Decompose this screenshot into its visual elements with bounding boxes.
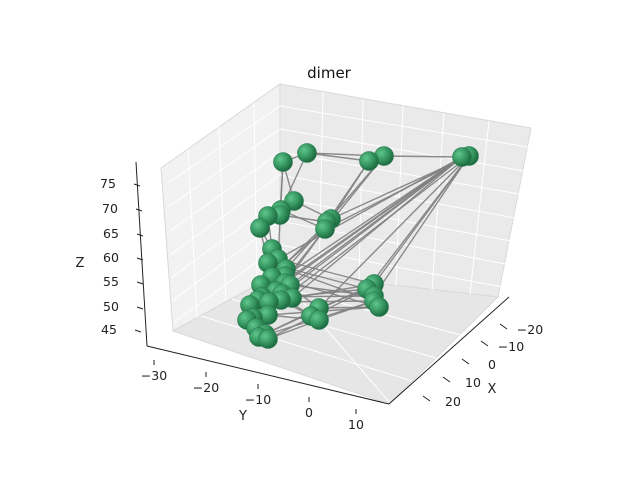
z-tick-label: 45 (101, 322, 117, 337)
z-tick-mark (136, 257, 144, 261)
x-tick-mark (480, 340, 489, 347)
z-tick-label: 50 (103, 299, 119, 314)
axis-lines (135, 161, 510, 405)
z-tick-mark (136, 306, 144, 310)
gridline (169, 151, 520, 232)
node-layer (237, 143, 479, 349)
atom-point (250, 218, 270, 238)
x-tick-mark (461, 358, 470, 365)
bond-edge (306, 152, 370, 162)
z-tick-mark (136, 281, 144, 285)
x-tick-label: −10 (498, 339, 524, 354)
atom-point (369, 297, 389, 317)
z-tick-mark (136, 233, 144, 237)
x-tick-mark (442, 376, 451, 383)
z-tick-label: 75 (100, 176, 116, 191)
gridline (253, 102, 258, 287)
bond-edge (291, 156, 463, 299)
gridline (395, 105, 404, 287)
z-axis-label: Z (76, 256, 85, 271)
x-tick-label: 0 (488, 357, 496, 372)
bond-edge (383, 155, 463, 158)
y-axis-label: Y (238, 409, 247, 424)
y-axis-line (146, 345, 390, 405)
x-axis-line (388, 296, 510, 405)
x-tick-mark (422, 395, 431, 402)
z-tick-label: 60 (103, 250, 119, 265)
z-axis-line (135, 161, 148, 347)
gridline (469, 120, 490, 295)
bond-edge (277, 258, 375, 285)
bond-edge (366, 155, 470, 290)
atom-point (258, 329, 278, 349)
z-tick-mark (134, 329, 142, 333)
atom-point (309, 310, 329, 330)
x-tick-label: −20 (517, 322, 543, 337)
bond-edge (289, 156, 463, 286)
bond-edge (284, 156, 463, 277)
atom-point (297, 143, 317, 163)
y-tick-label: −10 (245, 392, 271, 407)
bond-edge (373, 155, 470, 297)
z-tick-label: 65 (103, 226, 119, 241)
chart-title: dimer (307, 64, 352, 82)
y-tick-label: 0 (305, 405, 313, 420)
gridline (187, 148, 198, 319)
tick-marks (133, 183, 508, 414)
x-tick-label: 10 (465, 375, 481, 390)
gridline (218, 126, 227, 302)
gridline (170, 197, 512, 279)
gridline (167, 105, 529, 184)
z-tick-label: 70 (102, 201, 118, 216)
x-axis-label: X (488, 382, 497, 397)
bond-edge (280, 155, 470, 301)
x-tick-mark (499, 323, 508, 330)
z-tick-label: 55 (103, 274, 119, 289)
x-tick-label: 20 (445, 394, 461, 409)
atom-point (452, 147, 472, 167)
z-tick-mark (135, 208, 143, 212)
y-tick-label: −20 (193, 380, 219, 395)
y-tick-label: 10 (348, 417, 364, 432)
bond-edge (277, 156, 463, 260)
y-tick-label: −30 (141, 368, 167, 383)
gridline (200, 315, 413, 382)
atom-point (359, 151, 379, 171)
gridline (318, 91, 324, 278)
atom-point (273, 152, 293, 172)
z-tick-mark (133, 183, 141, 187)
atom-point (315, 219, 335, 239)
